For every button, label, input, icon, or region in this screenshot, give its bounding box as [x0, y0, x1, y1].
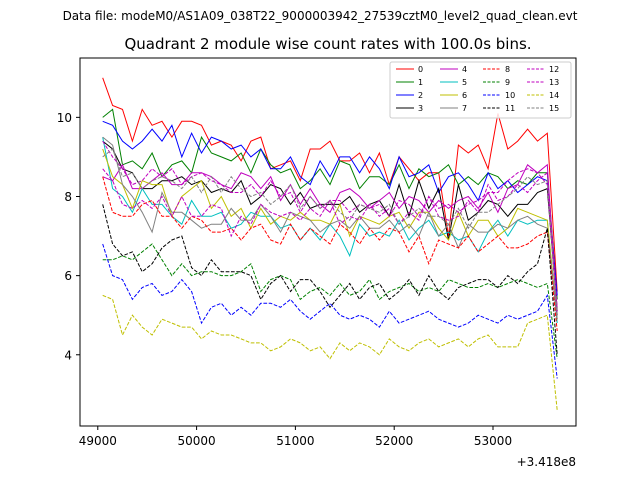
- series-line-0: [102, 77, 558, 292]
- legend-label-6: 6: [462, 91, 467, 100]
- legend-label-13: 13: [549, 78, 559, 87]
- x-tick-label: 53000: [474, 434, 512, 448]
- series-line-7: [102, 136, 558, 320]
- y-tick-label: 8: [64, 190, 72, 204]
- y-tick-label: 10: [57, 111, 72, 125]
- x-tick-label: 52000: [375, 434, 413, 448]
- series-layer: [102, 77, 558, 411]
- series-line-11: [102, 204, 558, 355]
- legend-label-5: 5: [462, 78, 467, 87]
- legend-label-10: 10: [505, 91, 515, 100]
- y-axis: 4 6 8 10: [57, 111, 80, 362]
- x-axis: 49000 50000 51000 52000 53000: [79, 426, 512, 448]
- chart-suptitle: Data file: modeM0/AS1A09_038T22_90000039…: [63, 9, 578, 23]
- series-line-14: [102, 294, 558, 411]
- chart-title: Quadrant 2 module wise count rates with …: [124, 35, 531, 53]
- series-line-10: [102, 243, 558, 379]
- series-line-8: [102, 176, 558, 332]
- legend-label-4: 4: [462, 65, 467, 74]
- legend-label-2: 2: [418, 91, 423, 100]
- x-tick-label: 50000: [177, 434, 215, 448]
- legend-box: [389, 61, 572, 119]
- legend-label-9: 9: [505, 78, 510, 87]
- plot-area: [80, 58, 576, 426]
- series-line-3: [102, 140, 558, 312]
- legend-label-8: 8: [505, 65, 510, 74]
- y-tick-label: 4: [64, 348, 72, 362]
- legend-label-12: 12: [549, 65, 559, 74]
- legend-label-15: 15: [549, 104, 559, 113]
- legend-label-7: 7: [462, 104, 467, 113]
- series-line-2: [102, 120, 558, 296]
- x-tick-label: 49000: [79, 434, 117, 448]
- y-tick-label: 6: [64, 269, 72, 283]
- axes-frame: [79, 57, 577, 427]
- x-offset-label: +3.418e8: [517, 455, 576, 469]
- series-line-13: [102, 168, 558, 308]
- series-line-15: [102, 148, 558, 316]
- legend-label-1: 1: [418, 78, 423, 87]
- series-line-4: [102, 163, 558, 316]
- legend-label-14: 14: [549, 91, 559, 100]
- legend-label-0: 0: [418, 65, 423, 74]
- legend-label-11: 11: [505, 104, 515, 113]
- series-line-1: [102, 108, 558, 300]
- series-line-9: [102, 243, 558, 359]
- x-tick-label: 51000: [276, 434, 314, 448]
- legend-label-3: 3: [418, 104, 423, 113]
